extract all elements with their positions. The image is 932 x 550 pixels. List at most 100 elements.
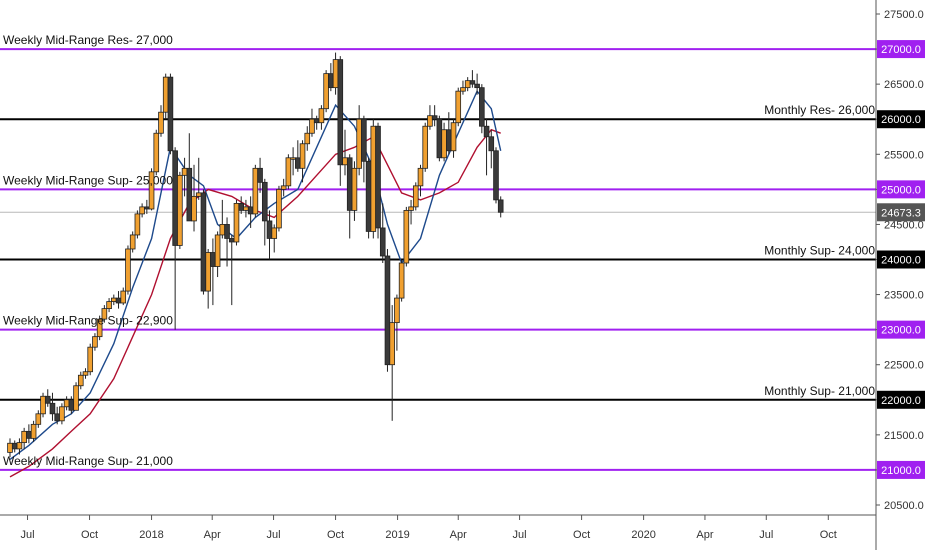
candle-body	[115, 297, 122, 304]
candle-body	[205, 252, 211, 292]
candle-body	[59, 406, 65, 422]
candle-body	[384, 255, 391, 366]
level-price-tag-label: 24000.0	[881, 255, 921, 267]
candle-body	[431, 115, 438, 120]
candle-body	[379, 227, 386, 257]
y-tick-label: 21500.0	[884, 430, 924, 442]
x-tick-label: Oct	[327, 529, 344, 541]
level-price-tag-label: 22000.0	[881, 395, 921, 407]
candle-body	[106, 301, 112, 310]
candle-body	[266, 220, 273, 239]
level-price-tag	[877, 40, 925, 59]
candle-body	[120, 290, 127, 304]
candle-body	[351, 167, 358, 211]
candle-body	[446, 129, 452, 152]
candle-body	[460, 87, 466, 92]
candle-body	[82, 371, 89, 376]
candle-body	[394, 297, 400, 324]
candle-body	[403, 209, 410, 264]
candle-body	[21, 430, 27, 443]
x-tick-label: 2020	[631, 529, 655, 541]
level-price-tag-label: 23000.0	[881, 325, 921, 337]
level-labels: Weekly Mid-Range Res- 27,000 Monthly Res-…	[3, 33, 875, 468]
candle-body	[295, 157, 301, 169]
candle-body	[450, 122, 457, 152]
candle-body	[73, 385, 79, 411]
candle-body	[417, 167, 424, 187]
x-tick-label: Oct	[81, 529, 98, 541]
x-tick-label: Jul	[267, 529, 281, 541]
candle-body	[181, 167, 188, 176]
x-tick-label: Oct	[820, 529, 837, 541]
level-price-tag-label: 21000.0	[881, 465, 921, 477]
y-tick-label: 27500.0	[884, 9, 924, 21]
candle-body	[87, 346, 94, 373]
candle-body	[285, 157, 292, 187]
time-axis-ticks: Jul Oct 2018 Apr Jul Oct 2019 Apr Jul Oct 2020 Apr J…	[20, 515, 837, 541]
y-tick-label: 20500.0	[884, 500, 924, 512]
last-price-tag-label: 24673.3	[881, 207, 921, 219]
candle-body	[497, 199, 504, 213]
y-tick-label: 22500.0	[884, 360, 924, 372]
candle-body	[412, 185, 419, 208]
candle-body	[111, 297, 117, 302]
candle-body	[493, 150, 499, 201]
candle-body	[342, 157, 348, 166]
candle-body	[200, 192, 207, 292]
level-price-tag-label: 27000.0	[881, 44, 921, 56]
candle-body	[68, 399, 75, 411]
candle-body	[356, 118, 362, 169]
candle-body	[148, 171, 155, 210]
candle-body	[139, 206, 145, 215]
candle-body	[337, 59, 344, 166]
candle-body	[346, 157, 353, 211]
level-price-tag	[877, 390, 925, 409]
candle-body	[422, 125, 429, 169]
candle-body	[177, 174, 183, 246]
candle-body	[361, 118, 367, 162]
candle-body	[7, 442, 13, 453]
level-label: Monthly Sup- 24,000	[764, 244, 875, 258]
candle-body	[92, 336, 98, 348]
level-price-tag	[877, 320, 925, 339]
level-price-tag	[877, 110, 925, 129]
level-label: Weekly Mid-Range Sup- 22,900	[3, 314, 173, 328]
candle-body	[304, 132, 311, 145]
candle-body	[280, 185, 287, 190]
candle-body	[186, 167, 193, 222]
x-tick-label: Apr	[204, 529, 221, 541]
candle-body	[134, 213, 141, 236]
level-price-tag-label: 26000.0	[881, 114, 921, 126]
candle-body	[11, 442, 18, 450]
candle-body	[370, 125, 377, 232]
candle-body	[54, 413, 60, 422]
level-label: Monthly Res- 26,000	[764, 103, 875, 117]
candle-body	[318, 108, 325, 124]
candle-body	[257, 167, 263, 183]
y-tick-label: 26500.0	[884, 79, 924, 91]
axes	[0, 0, 877, 550]
candle-body	[214, 234, 221, 267]
candle-body	[129, 234, 136, 250]
candle-body	[309, 118, 315, 134]
x-tick-label: 2018	[139, 529, 163, 541]
level-label: Weekly Mid-Range Sup- 21,000	[3, 454, 173, 468]
level-price-tag	[877, 250, 925, 269]
candle-body	[276, 188, 282, 229]
candle-body	[224, 224, 230, 239]
candle-body	[299, 143, 306, 169]
candle-body	[252, 167, 259, 215]
x-tick-label: Oct	[573, 529, 590, 541]
candle-body	[464, 80, 471, 89]
candle-body	[44, 395, 51, 404]
candle-body	[195, 192, 202, 197]
level-price-tag-label: 25000.0	[881, 184, 921, 196]
candle-body	[238, 202, 244, 211]
candle-body	[427, 115, 433, 127]
candle-body	[16, 442, 23, 450]
candle-body	[365, 160, 372, 232]
x-tick-label: Jul	[759, 529, 773, 541]
candle-body	[144, 206, 150, 210]
